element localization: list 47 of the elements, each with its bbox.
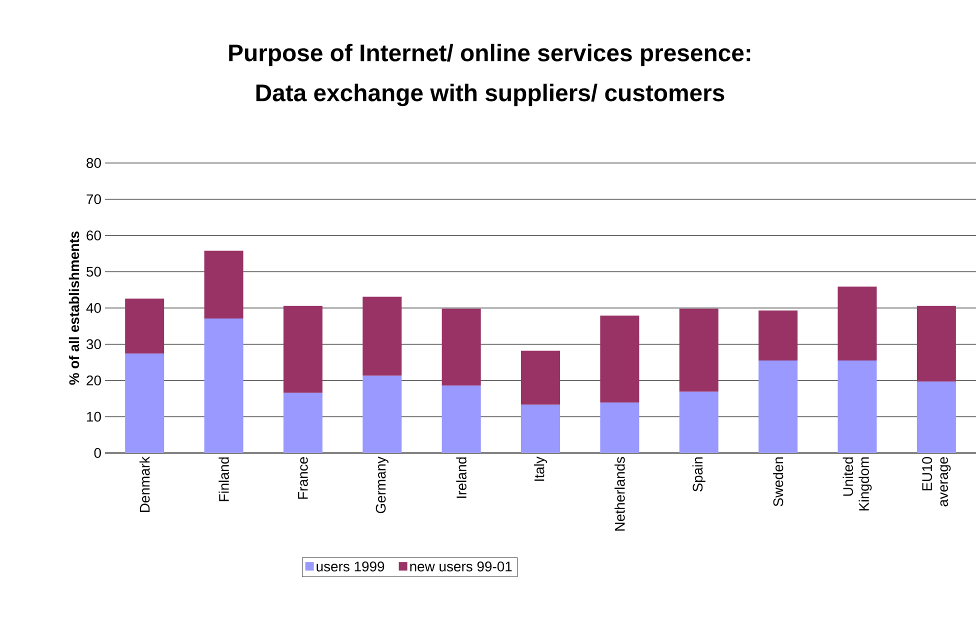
chart-title: Purpose of Internet/ online services presence:	[229, 44, 750, 66]
bar	[442, 386, 481, 453]
bar	[600, 316, 640, 403]
bar	[600, 402, 640, 453]
x-tick-label: EU10 average	[922, 457, 951, 506]
bar	[521, 404, 560, 453]
y-tick-label: 10	[87, 412, 101, 422]
bar	[838, 360, 877, 453]
chart-subtitle: Data exchange with suppliers/ customers	[256, 84, 724, 106]
bar	[521, 350, 560, 405]
x-tick-label: Italy	[534, 456, 548, 481]
bar	[916, 306, 956, 382]
bar	[758, 360, 798, 453]
x-tick-label: Ireland	[456, 457, 466, 498]
bar	[125, 298, 164, 354]
legend-label: users 1999	[316, 562, 384, 572]
x-tick-label: Netherlands	[614, 457, 625, 531]
bar	[916, 382, 956, 453]
y-tick-label: 80	[86, 158, 101, 168]
y-tick-label: 0	[94, 448, 101, 458]
bar	[362, 376, 402, 453]
bar	[679, 392, 718, 453]
bar	[758, 310, 798, 361]
bar	[204, 318, 244, 453]
y-tick-label: 30	[86, 339, 101, 350]
x-tick-label: Germany	[376, 456, 388, 514]
y-tick-label: 50	[86, 266, 101, 277]
x-tick-label: France	[298, 457, 308, 499]
x-tick-label: United Kingdom	[842, 457, 872, 510]
bar	[283, 392, 322, 453]
bar	[125, 354, 164, 453]
bar	[362, 296, 402, 376]
y-tick-label: 40	[86, 303, 101, 313]
y-tick-label: 20	[86, 376, 101, 386]
bar	[204, 250, 244, 318]
x-tick-label: Finland	[218, 457, 229, 502]
bar	[838, 286, 877, 361]
x-tick-label: Spain	[692, 457, 706, 492]
x-tick-label: Sweden	[772, 457, 784, 506]
bar	[283, 306, 322, 393]
bar	[442, 308, 481, 386]
x-tick-label: Denmark	[139, 456, 150, 512]
bar	[679, 308, 718, 392]
y-axis-title: % of all establishments	[68, 231, 80, 385]
y-tick-label: 60	[86, 230, 101, 240]
y-tick-label: 70	[86, 194, 101, 204]
legend-label: new users 99-01	[410, 562, 512, 572]
